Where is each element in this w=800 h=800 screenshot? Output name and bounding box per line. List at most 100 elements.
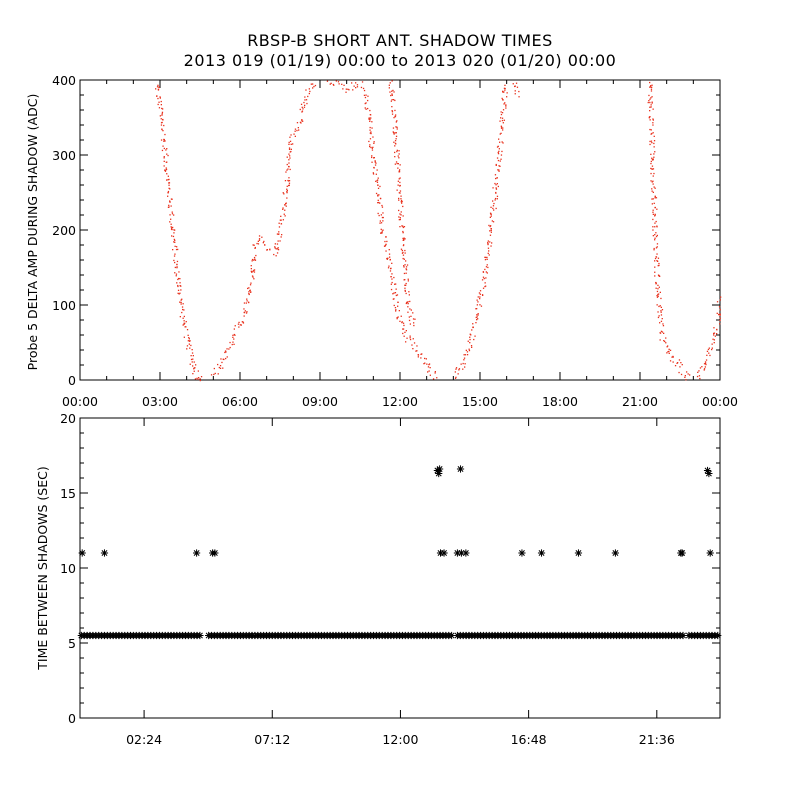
- data-point: [492, 200, 494, 202]
- data-point: [705, 469, 713, 478]
- data-point: [372, 173, 375, 175]
- data-point: [289, 168, 291, 171]
- data-point: [393, 292, 395, 294]
- data-point: [229, 346, 231, 349]
- data-point: [195, 364, 197, 366]
- data-point: [169, 214, 171, 216]
- data-point: [193, 370, 195, 372]
- data-point: [172, 226, 174, 229]
- data-point: [232, 334, 234, 336]
- data-point: [657, 260, 659, 262]
- data-point: [305, 99, 308, 101]
- data-point: [376, 179, 378, 182]
- data-point: [393, 298, 395, 300]
- data-point: [518, 90, 520, 93]
- data-point: [180, 303, 182, 305]
- data-point: [286, 163, 288, 166]
- data-point: [247, 301, 250, 303]
- data-point: [660, 310, 662, 312]
- data-point: [490, 229, 492, 232]
- data-point: [183, 320, 185, 322]
- data-point: [377, 202, 379, 204]
- data-point: [650, 85, 652, 87]
- data-point: [402, 226, 404, 229]
- data-point: [662, 323, 664, 325]
- data-point: [426, 363, 428, 365]
- data-point: [377, 187, 380, 189]
- bottom-x-tick-label: 02:24: [126, 732, 162, 747]
- data-point: [371, 121, 373, 123]
- data-point: [484, 259, 487, 261]
- data-point: [476, 314, 478, 316]
- data-point: [284, 209, 286, 211]
- data-point: [703, 466, 712, 475]
- data-point: [180, 289, 182, 291]
- data-point: [656, 225, 658, 227]
- data-point: [404, 264, 406, 266]
- data-point: [182, 308, 184, 311]
- data-point: [656, 234, 658, 237]
- data-point: [351, 82, 353, 84]
- data-point: [413, 322, 415, 324]
- data-point: [652, 158, 654, 160]
- data-point: [248, 287, 250, 289]
- data-point: [254, 258, 256, 260]
- data-point: [477, 313, 479, 315]
- data-point: [286, 188, 288, 190]
- data-point: [403, 226, 406, 228]
- data-point: [487, 252, 489, 254]
- data-point: [496, 198, 498, 200]
- data-point: [246, 300, 248, 302]
- data-point: [414, 318, 416, 320]
- data-point: [399, 169, 401, 171]
- data-point: [248, 293, 250, 296]
- data-point: [329, 83, 331, 85]
- data-point: [285, 202, 287, 204]
- data-point: [494, 182, 496, 185]
- data-point: [177, 278, 179, 281]
- data-point: [178, 277, 180, 280]
- data-point: [505, 105, 507, 107]
- data-point: [159, 97, 161, 99]
- data-point: [180, 301, 182, 304]
- data-point: [402, 237, 404, 240]
- data-point: [648, 94, 650, 97]
- data-point: [193, 361, 195, 363]
- data-point: [372, 136, 374, 138]
- data-point: [174, 272, 176, 274]
- data-point: [178, 293, 180, 295]
- data-point: [251, 271, 253, 273]
- data-point: [671, 356, 673, 358]
- data-point: [434, 371, 436, 373]
- data-point: [410, 309, 412, 311]
- data-point: [170, 205, 172, 207]
- data-point: [275, 255, 277, 257]
- data-point: [504, 89, 506, 91]
- data-point: [171, 235, 173, 237]
- data-point: [393, 133, 395, 135]
- data-point: [495, 163, 497, 166]
- data-point: [364, 107, 366, 109]
- data-point: [684, 375, 686, 377]
- data-point: [649, 106, 651, 108]
- data-point: [689, 374, 691, 376]
- data-point: [296, 122, 299, 124]
- data-point: [253, 256, 256, 259]
- data-point: [402, 232, 404, 234]
- data-point: [514, 85, 516, 88]
- data-point: [706, 549, 714, 557]
- data-point: [396, 317, 398, 319]
- top-x-tick-label: 21:00: [622, 394, 658, 409]
- data-point: [177, 248, 179, 251]
- data-point: [657, 316, 660, 319]
- data-point: [478, 292, 481, 294]
- data-point: [650, 88, 653, 90]
- data-point: [474, 335, 476, 337]
- data-point: [289, 136, 291, 138]
- data-point: [182, 324, 184, 326]
- data-point: [652, 198, 654, 200]
- data-point: [460, 363, 462, 365]
- data-point: [369, 145, 371, 148]
- data-point: [166, 179, 168, 181]
- data-point: [408, 319, 411, 322]
